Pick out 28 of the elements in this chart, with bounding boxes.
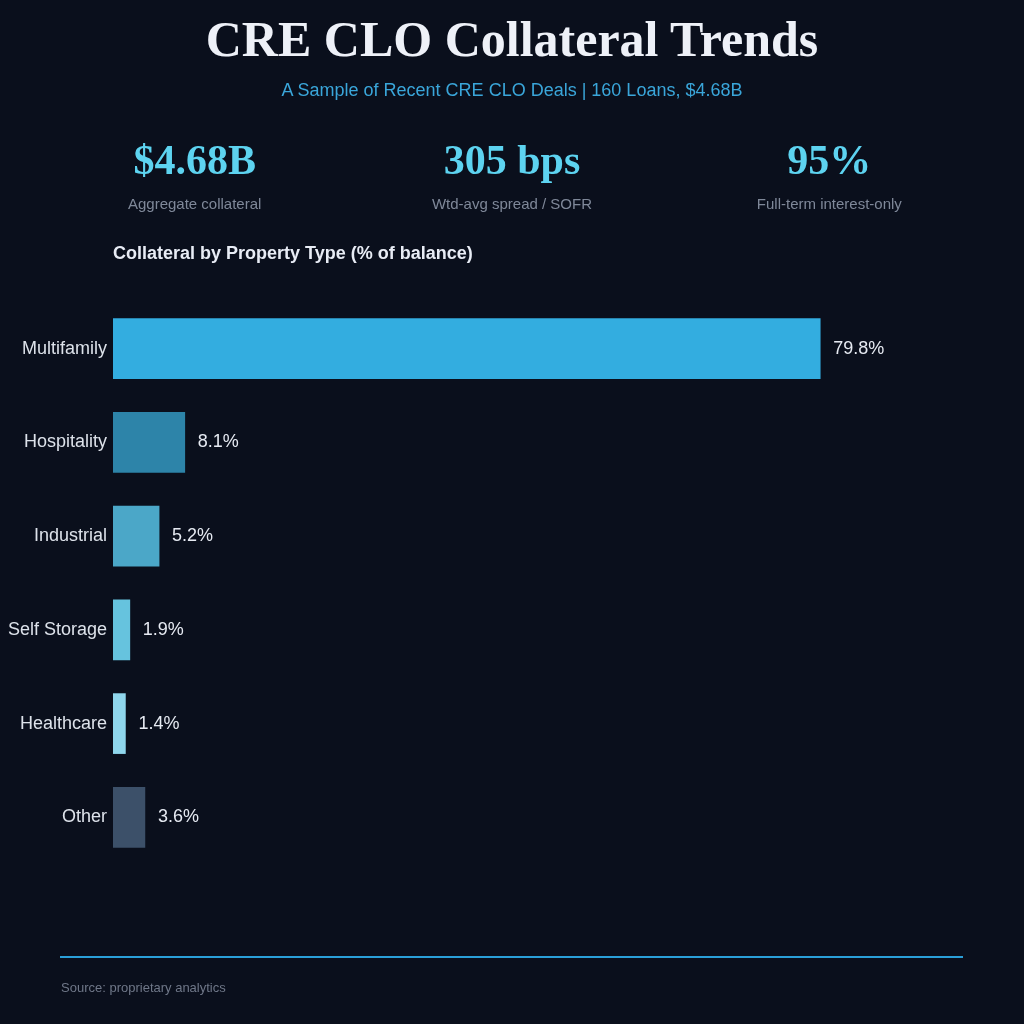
bar — [113, 412, 186, 473]
text: A Sample of Recent CRE CLO Deals | 160 Loans, $4.68B — [280, 79, 744, 102]
y-tick-label: Self Storage — [7, 618, 107, 639]
text: $4.68B — [132, 136, 257, 185]
y-tick-label: Multifamily — [21, 337, 107, 358]
y-tick-label: Industrial — [33, 525, 107, 546]
text: 95% — [786, 136, 873, 185]
data-label: 3.6% — [157, 806, 199, 827]
bar — [113, 505, 160, 567]
data-label: 5.2% — [172, 525, 214, 546]
text: CRE CLO Collateral Trends — [204, 10, 820, 68]
y-tick-label: Hospitality — [23, 431, 107, 452]
source-note: Source: proprietary analytics — [61, 980, 226, 996]
data-label: 8.1% — [197, 431, 239, 452]
bar — [113, 693, 126, 754]
data-label: 1.4% — [138, 712, 180, 733]
text: Wtd-avg spread / SOFR — [430, 194, 593, 214]
text: Aggregate collateral — [126, 194, 263, 214]
data-label: 1.9% — [142, 618, 184, 639]
y-tick-label: Healthcare — [19, 712, 107, 733]
bar — [113, 318, 821, 379]
bar — [113, 599, 131, 661]
y-tick-label: Other — [61, 806, 107, 827]
text: Full-term interest-only — [755, 194, 903, 214]
bar — [113, 787, 146, 848]
data-label: 79.8% — [833, 337, 885, 358]
text: 305 bps — [442, 136, 582, 185]
chart-title: Collateral by Property Type (% of balance) — [113, 242, 473, 265]
